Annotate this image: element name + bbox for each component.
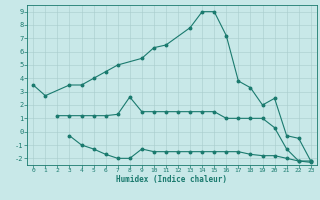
X-axis label: Humidex (Indice chaleur): Humidex (Indice chaleur) bbox=[116, 175, 228, 184]
